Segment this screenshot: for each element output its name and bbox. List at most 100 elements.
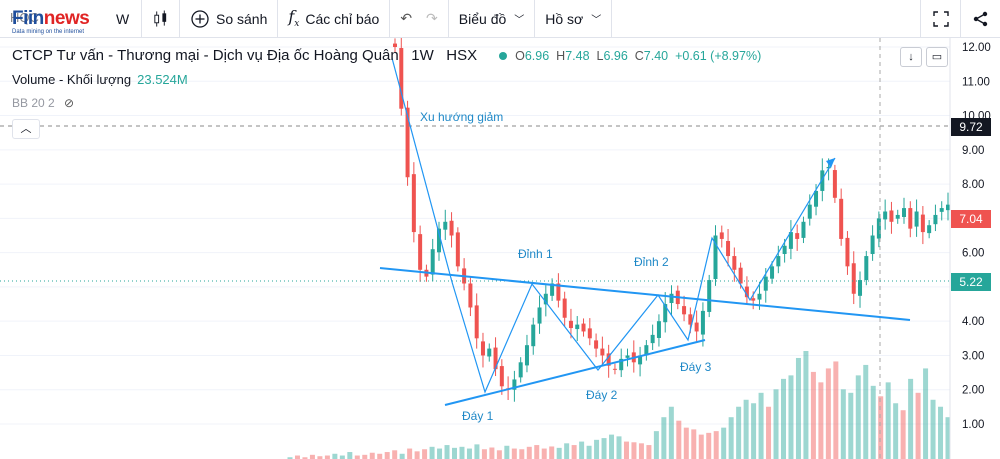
candle (713, 235, 718, 280)
candle (939, 208, 944, 212)
annotation-peak-1: Đỉnh 1 (518, 247, 553, 261)
volume-bar (661, 417, 667, 459)
volume-bar (519, 449, 525, 459)
share-button[interactable] (960, 0, 1000, 38)
volume-bar (616, 436, 622, 459)
fx-icon: fx (288, 7, 300, 30)
volume-bar (870, 385, 876, 459)
candle (430, 249, 435, 275)
candle (795, 233, 800, 239)
symbol-search[interactable]: HQC (10, 9, 39, 25)
volume-bar (810, 371, 816, 459)
volume-bar (474, 444, 480, 459)
candle (832, 170, 837, 198)
volume-bar (788, 375, 794, 459)
volume-bar (541, 448, 547, 459)
volume-bar (407, 448, 413, 459)
logo-text: Fiinnews (12, 7, 90, 29)
interval-button[interactable]: W (116, 10, 130, 27)
y-tick-label: 2.00 (962, 385, 984, 397)
volume-bar (721, 427, 727, 459)
volume-bar (840, 389, 846, 459)
volume-bar (369, 452, 375, 459)
collapse-legend-button[interactable]: ︿ (12, 119, 40, 139)
chevron-down-icon: ﹀ (514, 15, 525, 26)
chevron-down-icon: ﹀ (591, 15, 602, 26)
candle (656, 321, 661, 338)
top-toolbar: HQC Fiinnews Data mining on the internet… (0, 0, 1000, 38)
candle (418, 234, 423, 270)
chart-type-label: Biểu đồ (458, 10, 507, 27)
candle (556, 283, 561, 301)
volume-bar (893, 403, 899, 459)
redo-icon[interactable]: ↷ (426, 10, 438, 26)
fullscreen-icon (932, 10, 949, 27)
volume-bar (549, 446, 555, 459)
logo: HQC Fiinnews Data mining on the internet… (0, 0, 142, 38)
chart-type-menu[interactable]: Biểu đồ ﹀ (449, 0, 536, 38)
candle (493, 347, 498, 370)
candle (876, 218, 881, 239)
volume-bar (309, 454, 315, 459)
fullscreen-button[interactable] (920, 0, 960, 38)
indicators-button[interactable]: fx Các chỉ báo (278, 0, 391, 38)
candle (688, 314, 693, 325)
crosshair-price-tag: 9.72 (951, 118, 991, 136)
volume-bar (863, 364, 869, 459)
share-icon (973, 11, 987, 26)
maximize-pane-button[interactable]: ▭ (926, 47, 948, 67)
volume-bar (579, 441, 585, 459)
volume-bar (706, 432, 712, 459)
candle (594, 340, 599, 349)
volume-bar (930, 399, 936, 459)
chevron-up-icon: ︿ (20, 123, 32, 135)
chart-style-button[interactable] (142, 0, 180, 38)
window-icon: ▭ (931, 51, 943, 63)
volume-bar (564, 443, 570, 459)
last-price-tag: 7.04 (951, 210, 991, 228)
undo-icon[interactable]: ↶ (400, 10, 413, 26)
volume-bar (377, 453, 383, 459)
candle (474, 305, 479, 339)
volume-bar (586, 445, 592, 459)
compare-button[interactable]: So sánh (180, 0, 279, 38)
volume-bar (571, 445, 577, 459)
volume-bar (668, 406, 674, 459)
y-tick-label: 8.00 (962, 179, 984, 191)
volume-bar (354, 455, 360, 459)
candle (682, 306, 687, 315)
ohlc-values: O6.96 H7.48 L6.96 C7.40 +0.61 (+8.97%) (515, 48, 762, 63)
volume-bar (444, 445, 450, 459)
volume-bar (594, 439, 600, 459)
volume-bar (437, 448, 443, 459)
candle (839, 198, 844, 239)
price-axis: 12.0011.0010.009.008.007.006.005.004.003… (962, 42, 991, 431)
candle (719, 232, 724, 239)
candle (726, 240, 731, 257)
volume-bar (511, 448, 517, 459)
volume-bar (526, 446, 532, 459)
eye-off-icon[interactable]: ⊘ (64, 96, 75, 110)
candle (694, 322, 699, 332)
profile-menu[interactable]: Hồ sơ ﹀ (535, 0, 613, 38)
volume-bar (384, 452, 390, 459)
candle (550, 283, 555, 296)
zigzag-path (451, 157, 836, 394)
volume-bar (743, 399, 749, 459)
scroll-down-button[interactable]: ↓ (900, 47, 922, 67)
annotation-bottom-2: Đáy 2 (586, 388, 618, 402)
candle (568, 320, 573, 329)
candle (707, 280, 712, 312)
volume-bar (781, 378, 786, 459)
price-chart[interactable]: Xu hướng giảm Đỉnh 1 Đỉnh 2 Đáy 1 Đáy 2 … (0, 38, 1000, 459)
candle (700, 310, 705, 335)
volume-bar (773, 389, 779, 459)
candle (851, 263, 856, 294)
candle (801, 221, 806, 238)
volume-bar (945, 417, 951, 459)
candle (468, 283, 473, 308)
candle (669, 293, 674, 304)
zigzag-arrowhead (826, 158, 835, 168)
chart-legend: CTCP Tư vấn - Thương mại - Dịch vụ Địa ố… (12, 47, 761, 64)
volume-bar (676, 420, 682, 459)
